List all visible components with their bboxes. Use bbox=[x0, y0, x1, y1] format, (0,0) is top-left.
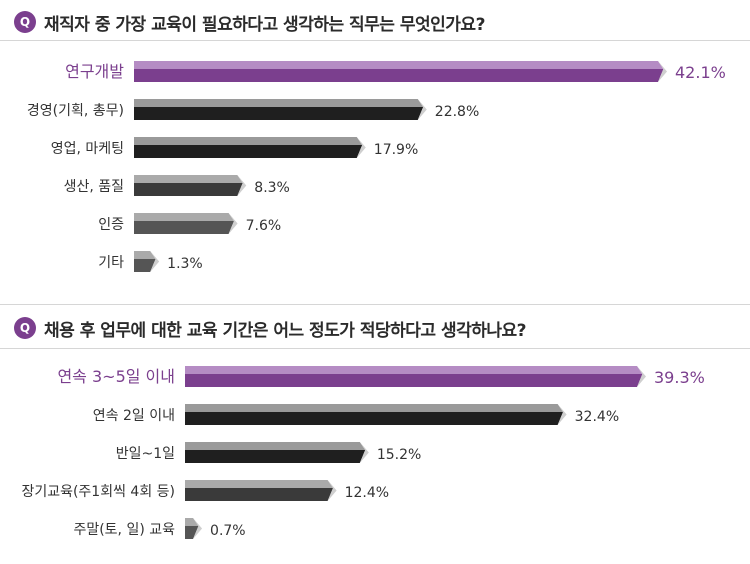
bar-cap-4 bbox=[228, 213, 238, 234]
bar-top-2 bbox=[185, 442, 366, 450]
bar-2 bbox=[185, 450, 366, 463]
category-label-0: 연구개발 bbox=[65, 62, 124, 81]
value-label-4: 7.6% bbox=[246, 218, 282, 234]
bar-1 bbox=[134, 107, 424, 120]
category-label-2: 영업, 마케팅 bbox=[51, 141, 124, 157]
bar-top-3 bbox=[185, 480, 334, 488]
bar-2 bbox=[134, 145, 363, 158]
category-label-1: 경영(기획, 총무) bbox=[27, 103, 124, 119]
bar-top-3 bbox=[134, 175, 243, 183]
bar-0 bbox=[134, 69, 664, 82]
bar-top-0 bbox=[185, 366, 643, 374]
category-label-0: 연속 3~5일 이내 bbox=[57, 367, 175, 386]
value-label-0: 42.1% bbox=[675, 63, 726, 82]
category-label-4: 주말(토, 일) 교육 bbox=[73, 522, 175, 538]
value-label-2: 15.2% bbox=[377, 447, 421, 463]
question-1-text: 재직자 중 가장 교육이 필요하다고 생각하는 직무는 무엇인가요? bbox=[44, 14, 485, 35]
bar-3 bbox=[134, 183, 243, 196]
value-label-3: 12.4% bbox=[345, 485, 389, 501]
question-1: Q 재직자 중 가장 교육이 필요하다고 생각하는 직무는 무엇인가요? bbox=[0, 7, 750, 37]
bar-top-4 bbox=[134, 213, 234, 221]
bar-top-2 bbox=[134, 137, 363, 145]
category-label-3: 생산, 품질 bbox=[64, 179, 124, 195]
divider-lower bbox=[0, 348, 750, 349]
bar-cap-2 bbox=[359, 442, 369, 463]
q-badge-2: Q bbox=[14, 317, 36, 339]
value-label-2: 17.9% bbox=[374, 142, 418, 158]
bar-4 bbox=[185, 526, 199, 539]
bar-cap-1 bbox=[557, 404, 567, 425]
chart-job-training: 연구개발 42.1% 경영(기획, 총무) 22.8% 영업, 마케팅 17.9% 생산, … bbox=[27, 61, 726, 272]
bar-top-1 bbox=[134, 99, 424, 107]
bar-3 bbox=[185, 488, 334, 501]
bar-1 bbox=[185, 412, 564, 425]
category-label-3: 장기교육(주1회씩 4회 등) bbox=[21, 484, 175, 500]
value-label-3: 8.3% bbox=[254, 180, 290, 196]
divider-middle bbox=[0, 304, 750, 305]
bar-top-5 bbox=[134, 251, 156, 259]
category-label-2: 반일~1일 bbox=[116, 446, 175, 462]
bar-cap-3 bbox=[327, 480, 337, 501]
category-label-1: 연속 2일 이내 bbox=[93, 408, 175, 424]
bar-5 bbox=[134, 259, 156, 272]
value-label-1: 32.4% bbox=[575, 409, 619, 425]
bar-0 bbox=[185, 374, 643, 387]
value-label-0: 39.3% bbox=[654, 368, 705, 387]
value-label-1: 22.8% bbox=[435, 104, 479, 120]
bar-top-1 bbox=[185, 404, 564, 412]
value-label-5: 1.3% bbox=[167, 256, 203, 272]
bar-cap-0 bbox=[658, 61, 667, 82]
question-2-text: 채용 후 업무에 대한 교육 기간은 어느 정도가 적당하다고 생각하나요? bbox=[44, 320, 527, 341]
bar-cap-5 bbox=[150, 251, 160, 272]
value-label-4: 0.7% bbox=[210, 523, 246, 539]
q-badge-1: Q bbox=[14, 11, 36, 33]
bar-cap-2 bbox=[356, 137, 366, 158]
divider-top bbox=[0, 40, 750, 41]
bar-top-4 bbox=[185, 518, 199, 526]
bar-top-0 bbox=[134, 61, 664, 69]
bar-cap-3 bbox=[237, 175, 247, 196]
bar-4 bbox=[134, 221, 234, 234]
category-label-4: 인증 bbox=[98, 217, 124, 233]
category-label-5: 기타 bbox=[98, 255, 124, 271]
bar-cap-1 bbox=[417, 99, 427, 120]
question-2: Q 채용 후 업무에 대한 교육 기간은 어느 정도가 적당하다고 생각하나요? bbox=[0, 313, 750, 343]
bar-cap-4 bbox=[193, 518, 203, 539]
bar-cap-0 bbox=[637, 366, 646, 387]
chart-training-period: 연속 3~5일 이내 39.3% 연속 2일 이내 32.4% 반일~1일 15.2% 장기… bbox=[21, 366, 705, 539]
